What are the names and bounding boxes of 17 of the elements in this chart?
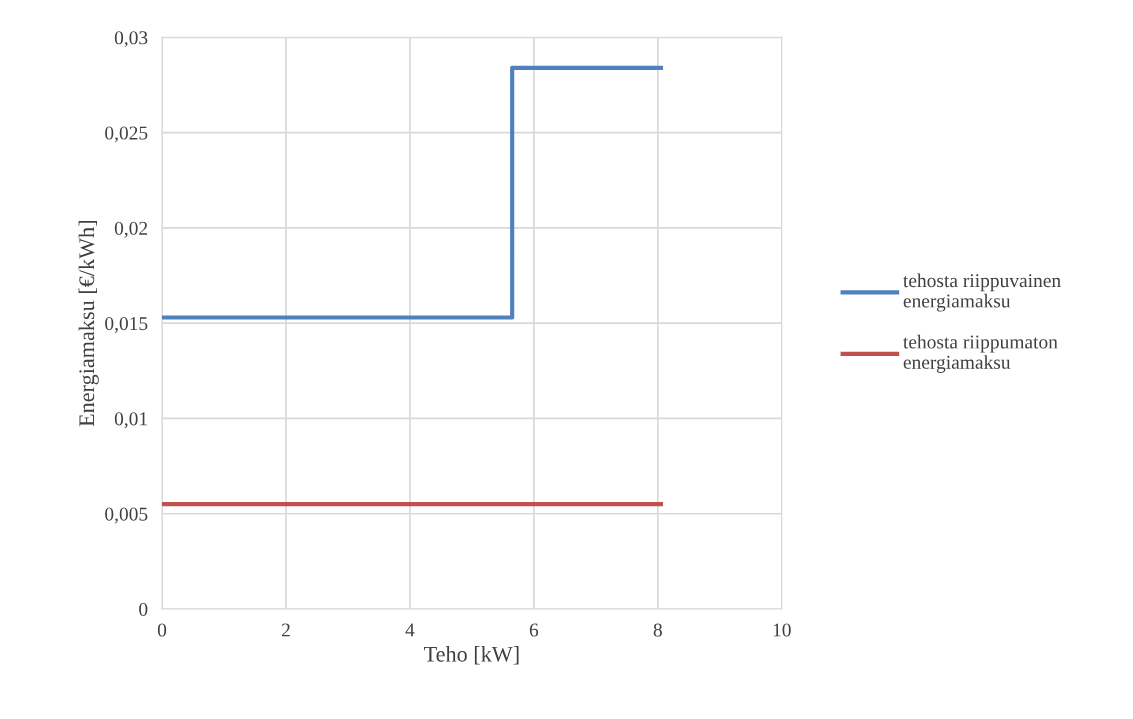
- x-tick-label: 8: [653, 623, 662, 637]
- legend-label: tehosta riippuvainen energiamaksu: [903, 273, 1061, 312]
- y-tick-label: 0,015: [105, 317, 148, 333]
- x-axis-title: Teho [kW]: [424, 646, 519, 665]
- x-tick-label: 10: [773, 623, 791, 637]
- y-axis-title: Energiamaksu [€/kWh]: [78, 221, 99, 427]
- y-tick-label: 0,03: [114, 31, 148, 48]
- legend-label: tehosta riippumaton energiamaksu: [903, 334, 1058, 373]
- y-tick-label: 0,005: [105, 507, 148, 524]
- x-tick-label: 2: [281, 623, 290, 637]
- x-tick-label: 0: [157, 623, 167, 637]
- y-tick-label: 0,02: [114, 221, 148, 238]
- x-tick-label: 4: [405, 623, 415, 637]
- y-tick-label: 0: [139, 602, 148, 616]
- x-tick-label: 6: [529, 623, 539, 637]
- y-tick-label: 0,025: [105, 126, 148, 143]
- y-tick-label: 0,01: [114, 412, 147, 429]
